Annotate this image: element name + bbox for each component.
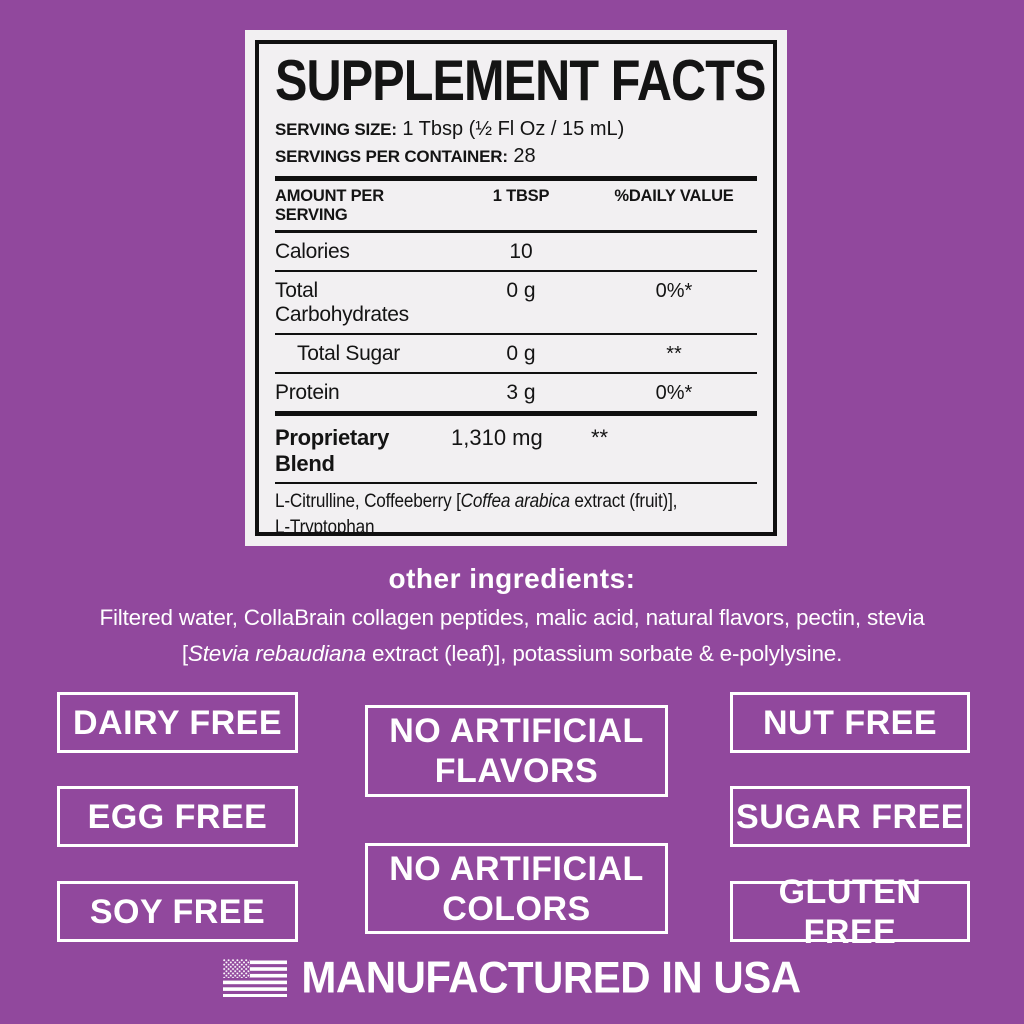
other-ingredients-suffix: extract (leaf)], potassium sorbate & e-p… xyxy=(365,641,843,666)
facts-table-header: AMOUNT PER SERVING 1 TBSP %DAILY VALUE xyxy=(275,181,757,230)
divider-thick-top xyxy=(275,176,757,181)
table-row-proprietary-blend: Proprietary Blend 1,310 mg ** xyxy=(275,416,757,482)
row-name: Total Carbohydrates xyxy=(275,279,409,326)
row-daily-value: ** xyxy=(666,343,682,365)
blend-ingredients-suffix: extract (fruit)], xyxy=(569,490,678,512)
badge-label: GLUTEN FREE xyxy=(778,872,922,951)
badge-label: DAIRY FREE xyxy=(72,703,283,742)
table-row-total-carbohydrates: Total Carbohydrates 0 g 0%* xyxy=(275,270,757,333)
column-1-tbsp: 1 TBSP xyxy=(492,187,550,205)
manufactured-in-usa-text: MANUFACTURED IN USA xyxy=(301,952,801,1003)
row-name: Protein xyxy=(275,381,340,404)
other-ingredients-prefix: Filtered water, CollaBrain collagen pept… xyxy=(99,605,925,666)
serving-size-line: SERVING SIZE: 1 Tbsp (½ Fl Oz / 15 mL) xyxy=(275,116,757,143)
divider-under-header xyxy=(275,230,757,233)
table-row-protein: Protein 3 g 0%* xyxy=(275,372,757,411)
badge-no-artificial-flavors: NO ARTIFICIAL FLAVORS xyxy=(365,705,668,797)
badge-label: EGG FREE xyxy=(87,797,268,836)
badge-soy-free: SOY FREE xyxy=(57,881,298,942)
row-amount: 3 g xyxy=(506,381,536,404)
divider-thick-blend xyxy=(275,411,757,416)
blend-ingredients-line2: L-Tryptophan xyxy=(275,516,375,536)
badge-label: NUT FREE xyxy=(763,703,937,742)
row-daily-value: 0%* xyxy=(655,280,693,302)
badge-nut-free: NUT FREE xyxy=(730,692,970,753)
badge-label: NO ARTIFICIAL FLAVORS xyxy=(389,712,644,790)
blend-amount: 1,310 mg xyxy=(451,425,543,450)
row-name: Calories xyxy=(275,240,350,263)
manufactured-footer: MANUFACTURED IN USA xyxy=(0,948,1024,1008)
row-name: Total Sugar xyxy=(297,342,400,365)
usa-flag-icon xyxy=(223,959,288,997)
supplement-facts-title: SUPPLEMENT FACTS xyxy=(275,49,766,113)
other-ingredients-heading: other ingredients: xyxy=(388,563,636,594)
badge-gluten-free: GLUTEN FREE xyxy=(730,873,970,951)
supplement-facts-border: SUPPLEMENT FACTS SERVING SIZE: 1 Tbsp (½… xyxy=(255,40,777,536)
badge-no-artificial-colors: NO ARTIFICIAL COLORS xyxy=(365,843,668,934)
servings-per-container-value: 28 xyxy=(513,145,536,167)
badge-label: SUGAR FREE xyxy=(736,797,964,836)
blend-ingredients-text: L-Citrulline, Coffeeberry [Coffea arabic… xyxy=(275,484,757,536)
table-row-calories: Calories 10 xyxy=(275,233,757,270)
blend-ingredients-prefix: L-Citrulline, Coffeeberry [ xyxy=(275,490,461,512)
serving-size-value: 1 Tbsp (½ Fl Oz / 15 mL) xyxy=(402,118,625,140)
serving-size-label: SERVING SIZE: xyxy=(275,120,397,139)
blend-ingredients-species: Coffea arabica xyxy=(460,490,570,512)
other-ingredients-text: Filtered water, CollaBrain collagen pept… xyxy=(82,600,942,672)
servings-per-container-line: SERVINGS PER CONTAINER: 28 xyxy=(275,143,757,170)
blend-name: Proprietary Blend xyxy=(275,425,390,476)
column-amount-per-serving: AMOUNT PER SERVING xyxy=(275,187,384,224)
badge-sugar-free: SUGAR FREE xyxy=(730,786,970,847)
badge-label: NO ARTIFICIAL COLORS xyxy=(389,849,644,928)
divider-under-blend xyxy=(275,482,757,484)
blend-daily-value: ** xyxy=(591,425,609,450)
badge-label: SOY FREE xyxy=(89,892,266,931)
other-ingredients-species: Stevia rebaudiana xyxy=(187,641,366,666)
badge-egg-free: EGG FREE xyxy=(57,786,298,847)
badge-dairy-free: DAIRY FREE xyxy=(57,692,298,753)
supplement-facts-panel: SUPPLEMENT FACTS SERVING SIZE: 1 Tbsp (½… xyxy=(245,30,787,546)
row-amount: 0 g xyxy=(506,342,536,365)
column-daily-value: %DAILY VALUE xyxy=(614,187,734,205)
servings-per-container-label: SERVINGS PER CONTAINER: xyxy=(275,147,508,166)
row-amount: 0 g xyxy=(506,279,536,302)
table-row-total-sugar: Total Sugar 0 g ** xyxy=(275,333,757,372)
row-daily-value: 0%* xyxy=(655,382,693,404)
row-amount: 10 xyxy=(509,240,533,263)
